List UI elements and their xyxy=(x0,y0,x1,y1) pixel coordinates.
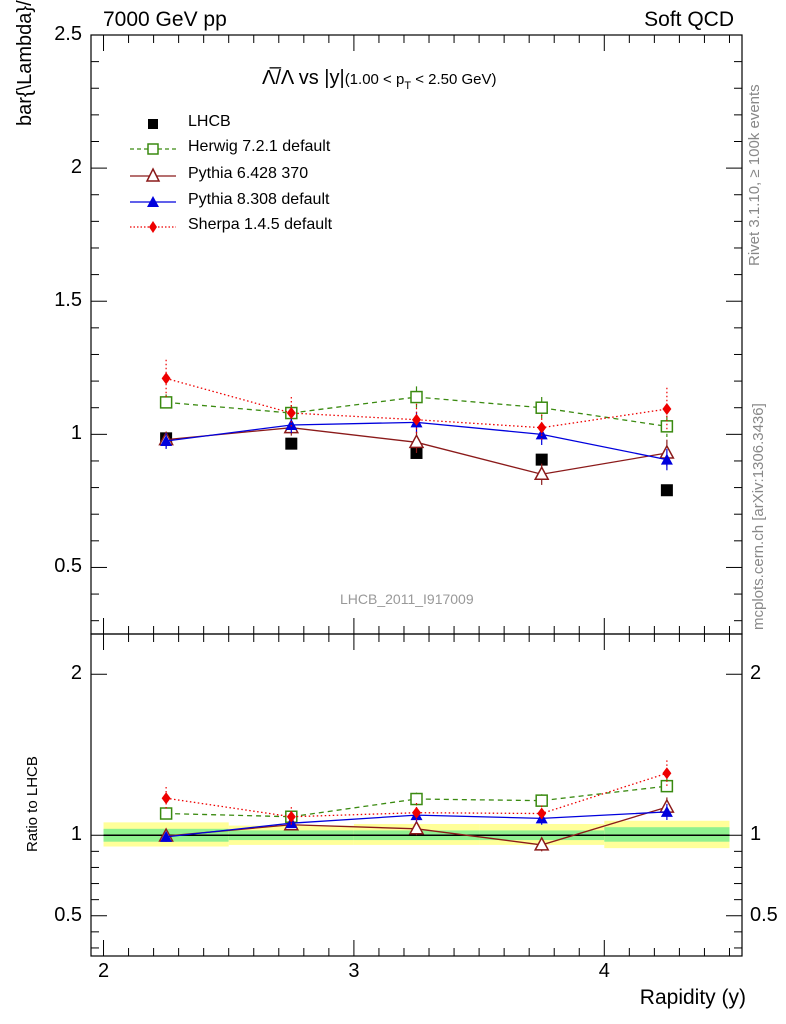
ratio-panel-series xyxy=(158,760,675,852)
x-axis-title: Rapidity (y) xyxy=(639,986,746,1009)
main-point-herwig xyxy=(159,396,173,409)
ratio-point-pythia6 xyxy=(533,836,550,851)
ratio-line-sherpa xyxy=(166,772,668,818)
ratio-y-tick-label: 2 xyxy=(70,662,82,685)
main-point-sherpa xyxy=(412,413,421,426)
ratio-y-tick-label-right: 1 xyxy=(750,823,762,846)
x-tick-label: 4 xyxy=(598,960,610,982)
ratio-panel-frame xyxy=(90,633,743,957)
legend-marker-pythia8 xyxy=(130,196,176,207)
main-line-herwig xyxy=(166,396,667,427)
main-y-axis-title: bar{\Lambda}/\Lambda xyxy=(14,0,36,126)
main-y-tick-label: 1 xyxy=(70,422,82,445)
legend-entry-sherpa: Sherpa 1.4.5 default xyxy=(128,215,388,239)
ratio-y-tick-label: 1 xyxy=(70,823,82,846)
ratio-point-herwig xyxy=(535,794,548,807)
main-point-pythia6 xyxy=(533,465,550,481)
main-point-pythia8 xyxy=(535,428,548,440)
header-category-label: Soft QCD xyxy=(644,8,734,31)
main-point-pythia8 xyxy=(160,434,173,446)
header-energy-label: 7000 GeV pp xyxy=(103,8,227,31)
ratio-point-sherpa xyxy=(412,806,421,819)
main-point-sherpa xyxy=(662,403,672,416)
plot-title: Λ̅/Λ vs |y|(1.00 < pT < 2.50 GeV) xyxy=(262,67,497,92)
legend-label-pythia8: Pythia 8.308 default xyxy=(188,191,330,208)
ratio-band-inner xyxy=(604,827,730,842)
mcplots-label: mcplots.cern.ch [arXiv:1306.3436] xyxy=(750,403,767,630)
legend-entry-pythia6: Pythia 6.428 370 xyxy=(128,164,388,188)
main-point-sherpa xyxy=(161,372,171,385)
main-point-sherpa xyxy=(537,421,547,434)
plot-title-sub: T xyxy=(404,80,412,92)
ratio-line-herwig xyxy=(166,785,667,818)
ratio-point-sherpa xyxy=(286,810,296,823)
panel-frames xyxy=(90,34,743,957)
legend-marker-sherpa xyxy=(130,221,176,233)
ratio-point-herwig xyxy=(410,792,423,806)
ratio-point-sherpa xyxy=(537,807,547,820)
analysis-watermark: LHCB_2011_I917009 xyxy=(340,591,474,607)
legend-label-pythia6: Pythia 6.428 370 xyxy=(188,165,309,182)
main-point-lhcb xyxy=(535,453,548,466)
ratio-y-tick-label-right: 0.5 xyxy=(750,903,778,926)
axis-ticks xyxy=(91,34,742,956)
x-tick-label: 3 xyxy=(348,960,360,982)
ratio-y-tick-label: 0.5 xyxy=(54,903,82,926)
main-point-herwig xyxy=(535,401,548,414)
main-point-pythia6 xyxy=(408,433,425,449)
main-point-sherpa xyxy=(286,407,296,420)
ratio-y-axis-title: Ratio to LHCB xyxy=(24,756,41,852)
main-y-tick-label: 0.5 xyxy=(54,555,82,578)
ratio-y-tick-label-right: 2 xyxy=(750,662,762,685)
legend-marker-herwig xyxy=(130,143,176,155)
legend-entry-pythia8: Pythia 8.308 default xyxy=(128,190,388,214)
legend-label-herwig: Herwig 7.2.1 default xyxy=(188,138,331,155)
ratio-point-sherpa xyxy=(662,767,672,780)
ratio-point-pythia8 xyxy=(160,830,173,842)
main-point-pythia8 xyxy=(660,453,673,465)
main-point-pythia8 xyxy=(285,419,298,431)
plot-title-cut-end: < 2.50 GeV) xyxy=(411,71,497,88)
main-y-tick-label: 2.5 xyxy=(54,23,82,45)
main-point-herwig xyxy=(660,420,674,433)
rivet-version-label: Rivet 3.1.10, ≥ 100k events xyxy=(746,84,763,266)
legend-marker-lhcb xyxy=(148,119,158,129)
plot-title-cut: (1.00 < p xyxy=(344,71,405,88)
legend-label-sherpa: Sherpa 1.4.5 default xyxy=(188,216,333,233)
ratio-point-pythia8 xyxy=(660,805,673,817)
main-point-lhcb xyxy=(660,484,673,497)
legend-entry-herwig: Herwig 7.2.1 default xyxy=(128,137,388,161)
main-point-lhcb xyxy=(285,437,298,450)
x-tick-label: 2 xyxy=(97,960,110,982)
legend-entry-lhcb: LHCB xyxy=(128,112,388,136)
legend-label-lhcb: LHCB xyxy=(188,113,231,130)
main-point-herwig xyxy=(410,390,423,404)
main-y-tick-label: 2 xyxy=(70,156,82,179)
ratio-point-herwig xyxy=(159,807,173,820)
legend-marker-pythia6 xyxy=(130,167,176,182)
main-panel-series xyxy=(158,359,675,497)
ratio-point-pythia6 xyxy=(408,820,425,835)
main-y-tick-label: 1.5 xyxy=(54,289,82,312)
plot-title-main: Λ̅/Λ vs |y| xyxy=(262,67,345,89)
ratio-point-sherpa xyxy=(161,792,171,805)
